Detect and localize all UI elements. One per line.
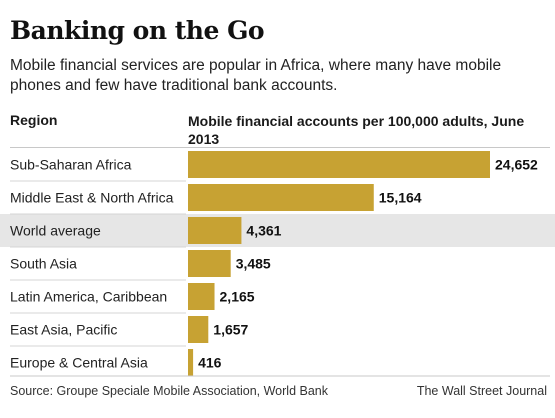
category-label: Latin America, Caribbean <box>10 289 167 305</box>
source-note: Source: Groupe Speciale Mobile Associati… <box>10 384 328 398</box>
value-label: 3,485 <box>236 256 271 272</box>
region-column-header: Region <box>10 112 58 128</box>
bar <box>188 217 242 244</box>
category-label: Europe & Central Asia <box>10 355 148 371</box>
value-label: 416 <box>198 355 222 371</box>
highlight-row-band <box>0 214 555 247</box>
chart-title: Banking on the Go <box>10 16 265 45</box>
chart-subtitle: Mobile financial services are popular in… <box>10 57 502 94</box>
bar <box>188 316 209 343</box>
category-label: East Asia, Pacific <box>10 322 117 338</box>
bar <box>188 349 194 376</box>
category-label: World average <box>10 223 101 239</box>
category-label: Sub-Saharan Africa <box>10 157 132 173</box>
category-label: Middle East & North Africa <box>10 190 174 206</box>
value-label: 4,361 <box>246 223 281 239</box>
value-label: 15,164 <box>379 190 422 206</box>
category-label: South Asia <box>10 256 77 272</box>
bar <box>188 184 374 211</box>
value-label: 1,657 <box>213 322 248 338</box>
metric-column-header: Mobile financial accounts per 100,000 ad… <box>188 113 525 147</box>
value-label: 2,165 <box>220 289 255 305</box>
header-divider <box>10 147 550 148</box>
bar <box>188 151 490 178</box>
bar <box>188 250 231 277</box>
publisher-credit: The Wall Street Journal <box>416 384 547 398</box>
value-label: 24,652 <box>495 157 538 173</box>
bar <box>188 283 215 310</box>
